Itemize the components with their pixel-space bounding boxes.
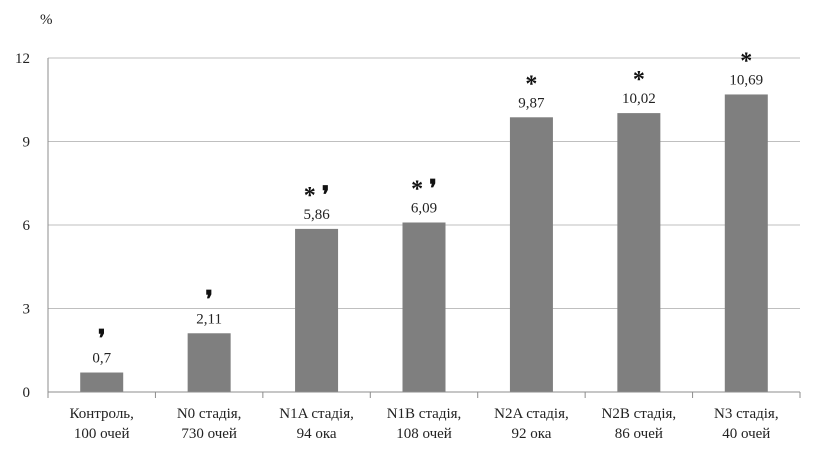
x-category-label: 100 очей: [74, 426, 130, 442]
bar-value-label: 9,87: [518, 95, 545, 111]
x-category-label: N2A стадія,: [494, 406, 569, 422]
bar: [80, 372, 124, 392]
x-category-label: N2B стадія,: [602, 406, 677, 422]
y-tick-label: 0: [23, 385, 31, 401]
y-axis-unit-label: %: [40, 12, 53, 28]
x-category-label: N0 стадія,: [177, 406, 242, 422]
bar-value-label: 2,11: [196, 311, 222, 327]
x-category-label: 108 очей: [396, 426, 452, 442]
y-tick-label: 6: [23, 218, 31, 234]
bar-value-label: 6,09: [411, 200, 437, 216]
bar: [617, 113, 661, 393]
bar-value-label: 0,7: [92, 351, 111, 367]
bar: [509, 117, 553, 392]
y-tick-label: 12: [15, 51, 30, 67]
significance-marker: * ❜: [304, 183, 330, 209]
significance-marker: *: [633, 67, 645, 93]
x-category-label: 94 ока: [297, 426, 337, 442]
bar-value-label: 10,69: [729, 72, 763, 88]
significance-marker: *: [525, 71, 537, 97]
bar: [295, 228, 339, 392]
x-category-label: Контроль,: [70, 406, 134, 422]
x-axis: [47, 391, 801, 398]
x-category-label: 730 очей: [181, 426, 237, 442]
bar: [724, 94, 768, 392]
category-labels: Контроль, 100 очей N0 стадія, 730 очей N1A с…: [70, 406, 779, 442]
x-category-label: N3 стадія,: [714, 406, 779, 422]
significance-marker: ❜: [98, 327, 106, 353]
bar-value-label: 10,02: [622, 91, 656, 107]
x-category-label: N1A стадія,: [279, 406, 354, 422]
significance-marker: ❜: [205, 287, 213, 313]
significance-marker: * ❜: [411, 176, 437, 202]
x-category-label: 86 очей: [615, 426, 663, 442]
x-category-label: N1B стадія,: [387, 406, 462, 422]
y-tick-label: 3: [23, 302, 31, 318]
significance-marker: *: [740, 48, 752, 74]
bars: [80, 94, 768, 393]
bar: [187, 333, 231, 392]
x-category-label: 40 очей: [722, 426, 770, 442]
y-tick-label: 9: [23, 135, 31, 151]
x-category-label: 92 ока: [511, 426, 551, 442]
y-axis-ticks: 0 3 6 9 12: [15, 51, 31, 401]
bar-value-label: 5,86: [303, 207, 330, 223]
value-labels: 0,7❜2,11❜5,86* ❜ 6,09* ❜9,87*10,02* 10,69*: [92, 48, 763, 366]
bar: [402, 222, 446, 392]
